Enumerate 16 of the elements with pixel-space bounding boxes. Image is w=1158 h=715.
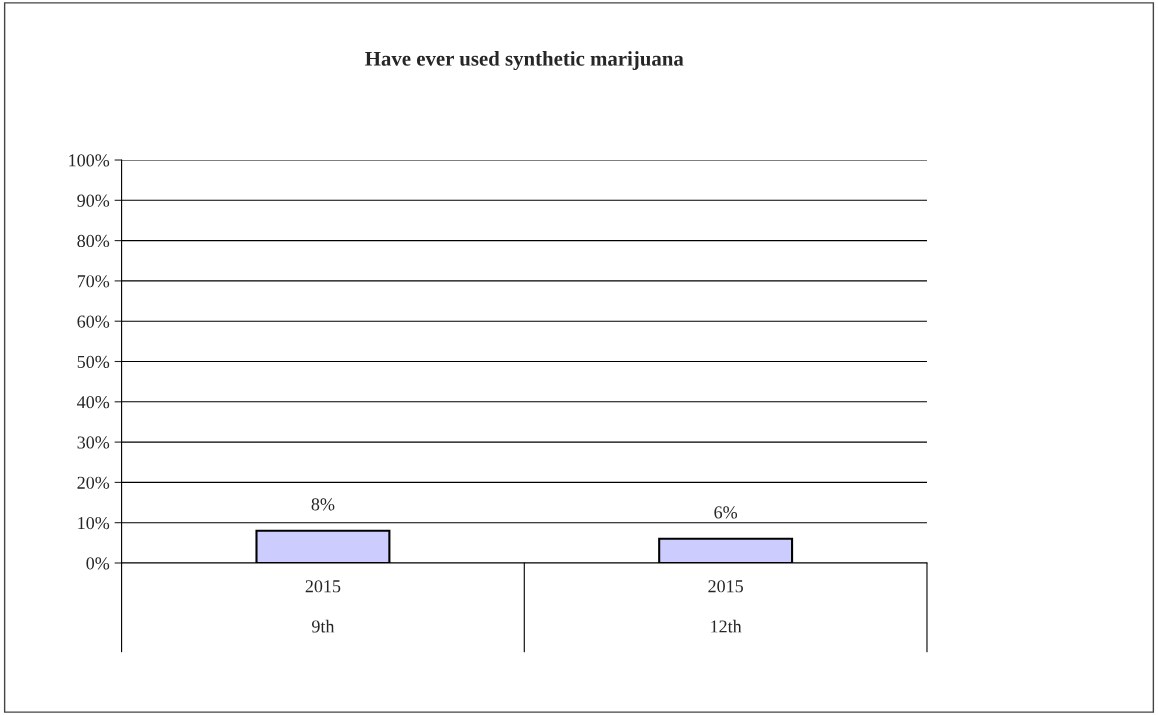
y-tick-label: 60% bbox=[77, 315, 110, 328]
y-tick-label: 90% bbox=[77, 194, 110, 207]
y-tick-label: 30% bbox=[77, 436, 110, 449]
chart-title: Have ever used synthetic marijuana bbox=[365, 51, 684, 71]
y-tick-label: 40% bbox=[77, 396, 110, 409]
y-tick-label: 80% bbox=[77, 234, 110, 248]
data-label: 8% bbox=[311, 498, 335, 511]
category-label: 2015 12th bbox=[708, 580, 743, 633]
y-tick-label: 10% bbox=[78, 516, 110, 530]
y-tick-label: 0% bbox=[86, 557, 110, 570]
data-label: 6% bbox=[714, 506, 738, 519]
category-label: 2015 9th bbox=[305, 580, 341, 633]
y-tick-label: 70% bbox=[77, 275, 110, 288]
y-tick-label: 100% bbox=[69, 154, 110, 167]
y-tick-label: 20% bbox=[77, 476, 110, 489]
y-tick-label: 50% bbox=[77, 355, 110, 369]
